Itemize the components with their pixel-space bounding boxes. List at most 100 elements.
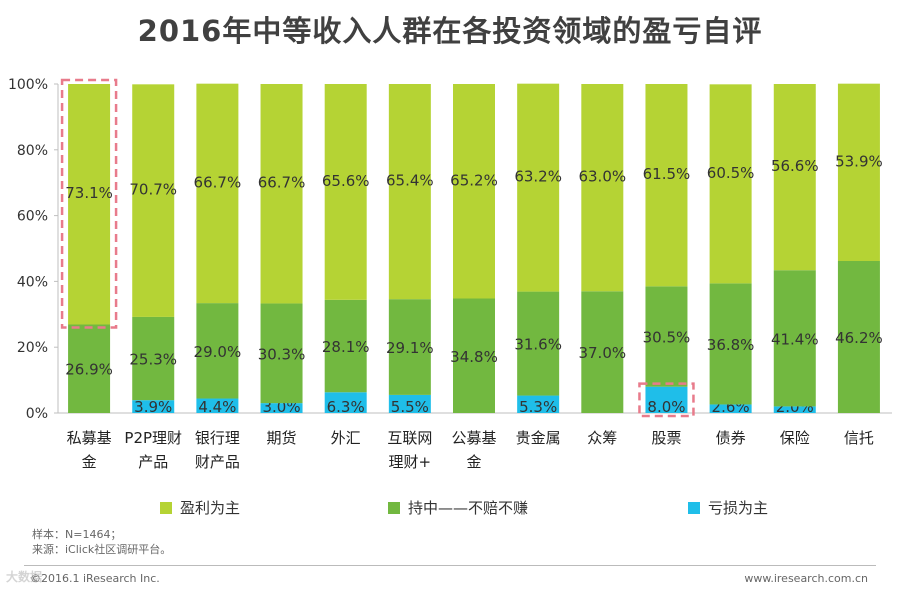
y-tick-label: 0% [26, 406, 48, 422]
bar-segment-loss [388, 394, 431, 413]
data-label-profit: 60.5% [707, 164, 755, 182]
stacked-bar-chart: 0%20%40%60%80%100%0.0%26.9%73.1%私募基金3.9%… [8, 77, 892, 471]
data-label-hold: 37.0% [578, 344, 626, 362]
y-tick-label: 60% [17, 209, 48, 225]
x-tick-label: 贵金属 [516, 429, 561, 447]
bar-segment-loss [196, 398, 239, 413]
x-tick-label: 理财+ [389, 453, 432, 471]
bar-segment-hold [773, 270, 816, 407]
data-label-profit: 65.2% [450, 171, 498, 189]
bar-segment-loss [324, 392, 367, 413]
bar-segment-hold [132, 316, 175, 401]
bar-segment-profit [324, 84, 367, 300]
data-label-hold: 34.8% [450, 348, 498, 366]
bar-segment-hold [196, 303, 239, 399]
data-label-hold: 46.2% [835, 329, 883, 347]
data-label-hold: 36.8% [707, 336, 755, 354]
legend-item-profit: 盈利为主 [160, 497, 240, 518]
data-label-hold: 41.4% [771, 330, 819, 348]
x-tick-label: P2P理财 [124, 429, 182, 447]
x-tick-label: 公募基 [451, 429, 496, 447]
data-label-hold: 28.1% [322, 338, 370, 356]
x-tick-label: 财产品 [195, 453, 240, 471]
bar-segment-hold [68, 324, 111, 413]
bar-segment-loss [260, 403, 303, 413]
bar-segment-hold [645, 286, 688, 387]
bar-segment-profit [196, 83, 239, 304]
watermark: 大数据 [6, 570, 43, 584]
legend-swatch-hold [388, 501, 400, 514]
x-tick-label: 众筹 [587, 429, 617, 447]
data-label-hold: 29.0% [194, 343, 242, 361]
copyright: ©2016.1 iResearch Inc. [30, 572, 160, 585]
bar-segment-hold [517, 291, 560, 396]
bar-segment-profit [68, 84, 111, 325]
x-tick-label: 金 [82, 453, 97, 471]
data-label-hold: 26.9% [65, 361, 113, 379]
bar-segment-hold [581, 291, 624, 413]
x-tick-label: 外汇 [331, 429, 361, 447]
data-label-profit: 61.5% [643, 165, 691, 183]
source-note: 来源：iClick社区调研平台。 [32, 543, 172, 556]
bar-segment-profit [453, 84, 495, 299]
x-tick-label: 银行理 [195, 429, 240, 447]
highlight-box [60, 78, 118, 329]
data-label-loss: 8.0% [647, 398, 685, 416]
data-label-profit: 63.2% [514, 168, 562, 186]
x-tick-label: 互联网 [387, 429, 432, 447]
legend-label-profit: 盈利为主 [180, 499, 241, 517]
data-label-hold: 31.6% [514, 336, 562, 354]
data-label-loss: 5.3% [519, 398, 557, 416]
x-tick-label: 产品 [138, 453, 168, 471]
sample-note: 样本：N=1464； [32, 528, 122, 541]
y-tick-label: 40% [17, 274, 48, 290]
data-label-profit: 70.7% [129, 181, 177, 199]
data-label-hold: 25.3% [129, 351, 177, 369]
bar-segment-loss [132, 400, 175, 413]
notes: 样本：N=1464； 来源：iClick社区调研平台。 [32, 527, 171, 557]
x-tick-label: 信托 [844, 429, 874, 447]
bar-segment-hold [260, 303, 303, 404]
bar-segment-profit [773, 84, 816, 271]
data-label-profit: 65.6% [322, 172, 370, 190]
y-tick-label: 20% [17, 340, 48, 356]
data-label-profit: 56.6% [771, 157, 819, 175]
data-label-profit: 66.7% [194, 173, 242, 191]
x-tick-label: 保险 [780, 429, 810, 447]
bar-segment-hold [453, 298, 495, 413]
bar-segment-loss [709, 404, 752, 413]
x-tick-label: 金 [466, 453, 481, 471]
bar-segment-loss [773, 406, 816, 413]
bar-segment-profit [581, 84, 624, 292]
legend-item-hold: 持中——不赔不赚 [388, 497, 528, 518]
bar-segment-profit [132, 84, 175, 317]
data-label-loss: 6.3% [327, 398, 365, 416]
legend: 盈利为主 持中——不赔不赚 亏损为主 [0, 497, 900, 525]
bar-segment-profit [837, 83, 880, 262]
bar-segment-hold [324, 299, 367, 393]
data-label-loss: 3.9% [134, 398, 172, 416]
chart-title: 2016年中等收入人群在各投资领域的盈亏自评 [137, 14, 763, 48]
y-tick-label: 80% [17, 143, 48, 159]
data-label-profit: 65.4% [386, 172, 434, 190]
data-label-hold: 30.5% [643, 329, 691, 347]
legend-swatch-profit [160, 501, 172, 514]
bar-segment-hold [388, 299, 431, 395]
bar-segment-hold [709, 283, 752, 405]
x-tick-label: 期货 [267, 429, 297, 447]
bar-segment-profit [517, 83, 560, 292]
data-label-hold: 29.1% [386, 339, 434, 357]
bar-segment-profit [709, 84, 752, 284]
data-label-profit: 63.0% [578, 168, 626, 186]
legend-swatch-loss [688, 501, 700, 514]
bar-segment-hold [837, 261, 880, 413]
website-link: www.iresearch.com.cn [744, 572, 868, 585]
legend-item-loss: 亏损为主 [688, 497, 768, 518]
x-tick-label: 私募基 [67, 429, 112, 447]
highlight-box [638, 382, 695, 418]
bar-segment-profit [645, 84, 688, 287]
data-label-loss: 4.4% [198, 398, 236, 416]
data-label-profit: 73.1% [65, 184, 113, 202]
legend-label-hold: 持中——不赔不赚 [408, 499, 529, 517]
data-label-profit: 53.9% [835, 152, 883, 170]
